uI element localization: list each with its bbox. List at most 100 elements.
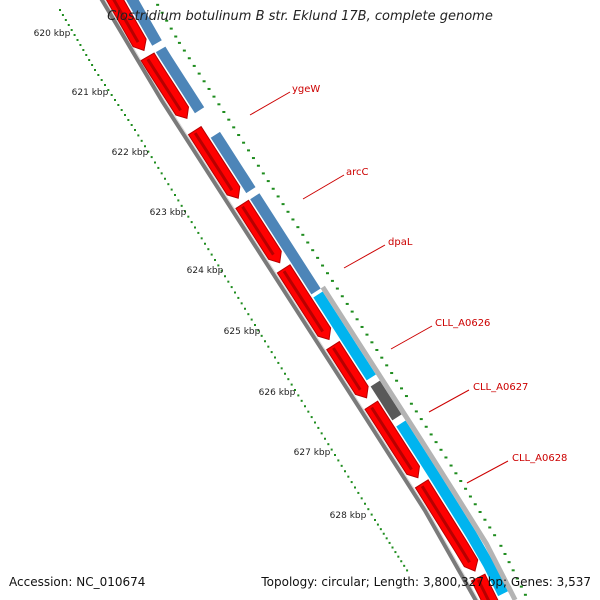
gc-dot xyxy=(301,233,305,236)
gc-dot xyxy=(511,569,515,572)
gc-dot xyxy=(222,110,226,113)
gc-inner-dot xyxy=(70,29,73,31)
gc-inner-dot xyxy=(137,134,140,137)
gc-inner-dot xyxy=(150,156,153,159)
gc-dot xyxy=(444,456,448,459)
gc-dot xyxy=(169,27,173,30)
gc-dot xyxy=(330,279,334,282)
gc-inner-dot xyxy=(379,528,382,531)
gc-dot xyxy=(192,64,196,67)
gc-inner-dot xyxy=(197,231,200,234)
gc-dot xyxy=(385,364,389,367)
gene-arrow-shade xyxy=(476,579,490,600)
gc-dot xyxy=(165,19,169,22)
gc-inner-dot xyxy=(100,79,103,81)
backbone-line xyxy=(99,0,478,600)
gc-inner-dot xyxy=(160,172,163,175)
tick-labels: 620 kbp 621 kbp 622 kbp 623 kbp 624 kbp 625 k… xyxy=(34,29,367,521)
gc-inner-dot xyxy=(310,416,313,419)
gc-inner-dot xyxy=(294,389,296,391)
gc-dot xyxy=(395,379,399,382)
gc-inner-dot xyxy=(154,161,156,164)
gene-label: CLL_A0627 xyxy=(473,382,528,393)
gc-dot xyxy=(247,149,251,152)
gc-dot xyxy=(429,433,433,436)
tick-label: 622 kbp xyxy=(112,148,149,158)
gc-inner-dot xyxy=(337,459,340,462)
gc-inner-dot xyxy=(194,226,196,229)
gc-dot xyxy=(478,510,482,513)
gc-dot xyxy=(400,387,404,390)
gc-inner-dot xyxy=(330,448,333,451)
gc-inner-dot xyxy=(88,59,91,61)
gc-inner-dot xyxy=(277,361,280,364)
gc-inner-dot xyxy=(144,145,146,148)
gc-inner-dot xyxy=(307,410,310,413)
gc-inner-dot xyxy=(382,532,385,535)
gc-inner-dot xyxy=(207,248,210,251)
gc-inner-dot xyxy=(124,114,126,116)
gc-inner-dot xyxy=(187,215,190,218)
gc-inner-dot xyxy=(234,291,236,294)
gc-inner-dot xyxy=(237,296,240,299)
gc-dot xyxy=(483,518,487,521)
gc-dot xyxy=(296,226,300,229)
feature-track xyxy=(126,0,518,600)
gene-arrow-shade xyxy=(332,347,362,391)
gc-inner-dot xyxy=(406,569,409,572)
gene-label-leader xyxy=(390,325,433,350)
tick-label: 627 kbp xyxy=(294,448,331,458)
gc-inner-dot xyxy=(324,437,326,440)
gene-label: CLL_A0626 xyxy=(435,318,490,329)
gc-inner-dot xyxy=(164,177,166,180)
gc-dot xyxy=(256,164,260,167)
gc-dot xyxy=(197,72,201,75)
gc-inner-dot xyxy=(224,275,226,278)
gc-dot xyxy=(404,395,408,398)
gc-dot xyxy=(237,134,241,137)
gc-inner-dot xyxy=(76,39,79,41)
gc-dot xyxy=(325,272,329,275)
gene-label: CLL_A0628 xyxy=(512,453,567,464)
gc-dot xyxy=(515,577,519,580)
gc-inner-dot xyxy=(59,9,61,11)
gc-inner-dot xyxy=(114,99,116,101)
gc-dot xyxy=(281,203,285,206)
gene-label-leader xyxy=(428,389,470,413)
gc-dot xyxy=(493,534,497,537)
tick-label: 620 kbp xyxy=(34,29,71,39)
accession-text: Accession: NC_010674 xyxy=(9,575,146,589)
gene-label-leader xyxy=(249,91,291,116)
gc-inner-dot xyxy=(367,508,370,511)
gc-inner-dot xyxy=(230,286,233,289)
gc-inner-dot xyxy=(117,104,120,106)
gc-inner-dot xyxy=(210,253,213,256)
gc-inner-dot xyxy=(340,464,343,467)
gc-inner-dot xyxy=(250,318,253,321)
gc-dot xyxy=(182,49,186,52)
gc-dot xyxy=(306,241,310,244)
gc-inner-dot xyxy=(403,564,406,567)
gc-dot xyxy=(439,448,443,451)
gc-dot xyxy=(414,410,418,413)
genome-summary-text: Topology: circular; Length: 3,800,327 bp… xyxy=(261,575,591,589)
gene-label-leader xyxy=(343,244,386,269)
feature-block xyxy=(210,131,256,194)
gc-inner-dot xyxy=(204,242,206,245)
gc-dot xyxy=(321,264,325,267)
gene-label-leader xyxy=(302,174,345,200)
map-title: Clostridium botulinum B str. Eklund 17B,… xyxy=(107,9,493,24)
gc-dot xyxy=(271,187,275,190)
gc-inner-dot xyxy=(73,34,76,36)
gc-inner-dot xyxy=(79,44,82,46)
gc-dot xyxy=(375,348,379,351)
gc-dot xyxy=(345,302,349,305)
gc-dot xyxy=(174,35,178,38)
gc-inner-dot xyxy=(64,19,67,21)
gc-dots-outer xyxy=(156,3,527,596)
gc-inner-dot xyxy=(82,49,85,51)
gc-inner-dot xyxy=(147,150,150,153)
gc-inner-dot xyxy=(280,367,283,370)
gc-dot xyxy=(473,503,477,506)
gc-inner-dot xyxy=(400,560,403,563)
